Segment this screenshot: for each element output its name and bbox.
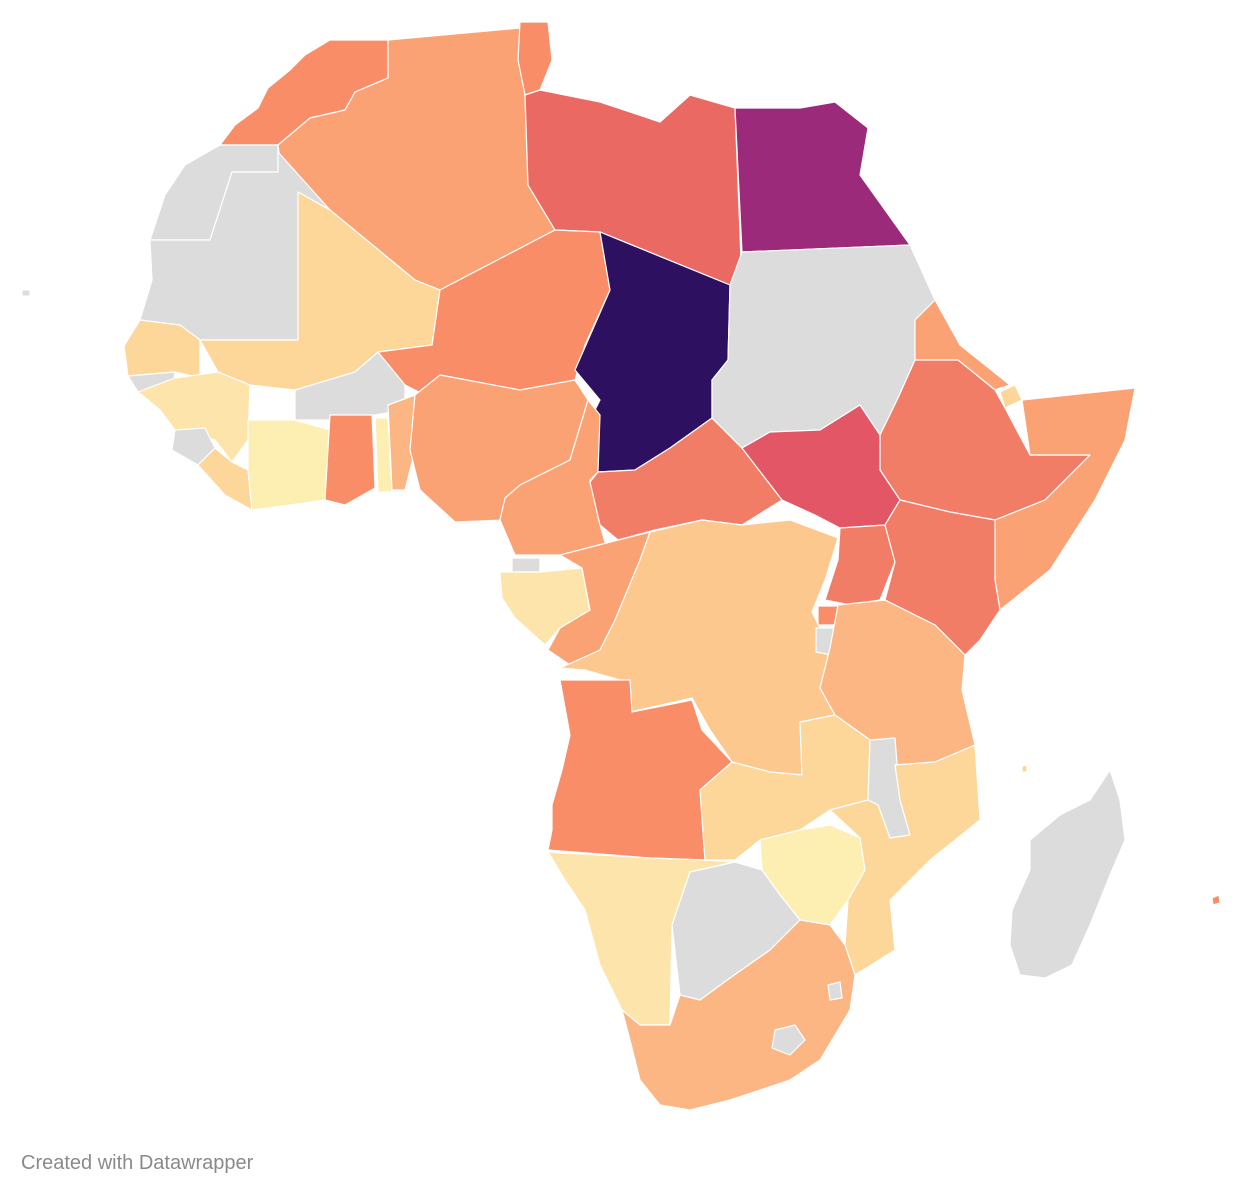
country-cote-divoire[interactable]	[247, 419, 331, 511]
datawrapper-credit: Created with Datawrapper	[21, 1152, 254, 1174]
country-senegal[interactable]	[123, 319, 201, 379]
country-madagascar[interactable]	[1009, 769, 1126, 979]
country-equatorial-guinea[interactable]	[511, 557, 541, 573]
country-ghana[interactable]	[324, 414, 376, 506]
country-south-sudan[interactable]	[741, 404, 901, 529]
country-togo[interactable]	[374, 417, 393, 493]
country-comoros[interactable]	[1021, 764, 1028, 773]
country-kenya[interactable]	[884, 499, 1001, 656]
country-libya[interactable]	[524, 89, 743, 286]
africa-choropleth-map	[21, 21, 1221, 1111]
country-cape-verde[interactable]	[21, 289, 31, 297]
country-tunisia[interactable]	[517, 21, 553, 96]
country-liberia[interactable]	[197, 447, 253, 511]
country-south-africa[interactable]	[621, 919, 856, 1111]
country-guinea[interactable]	[137, 371, 251, 463]
country-lesotho[interactable]	[771, 1024, 806, 1056]
country-eswatini[interactable]	[827, 981, 843, 1001]
country-mauritius[interactable]	[1211, 894, 1221, 906]
country-egypt[interactable]	[734, 101, 911, 253]
